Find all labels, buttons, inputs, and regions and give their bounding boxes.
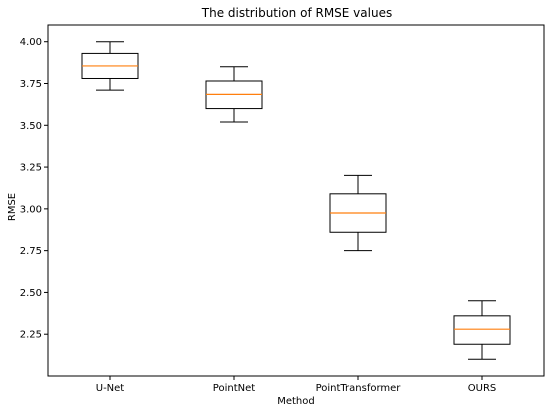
x-axis: U-Net PointNet PointTransformer OURS: [96, 376, 496, 394]
y-tick-label: 2.25: [20, 330, 42, 341]
x-tick-label: PointTransformer: [316, 383, 402, 394]
y-tick-label: 3.75: [20, 79, 42, 90]
x-axis-label: Method: [277, 396, 315, 407]
y-axis-label: RMSE: [7, 193, 18, 221]
box-pointnet: [205, 66, 263, 123]
y-tick-label: 3.50: [20, 121, 42, 132]
y-tick-label: 4.00: [20, 37, 42, 48]
x-tick-label: PointNet: [213, 383, 255, 394]
x-tick-label: OURS: [468, 383, 497, 394]
plot-area: [47, 24, 545, 377]
box-ours: [453, 300, 511, 360]
chart-title: The distribution of RMSE values: [201, 6, 392, 20]
y-tick-label: 3.00: [20, 204, 42, 215]
box-u-net: [81, 41, 139, 91]
boxes-group: [81, 41, 511, 360]
box-pointtransformer: [329, 174, 387, 252]
x-tick-label: U-Net: [96, 383, 125, 394]
y-axis: 2.25 2.50 2.75 3.00 3.25 3.50 3.75 4.00: [20, 37, 48, 341]
y-tick-label: 2.75: [20, 246, 42, 257]
y-tick-label: 2.50: [20, 288, 42, 299]
y-tick-label: 3.25: [20, 163, 42, 174]
iqr-box: [453, 315, 511, 345]
